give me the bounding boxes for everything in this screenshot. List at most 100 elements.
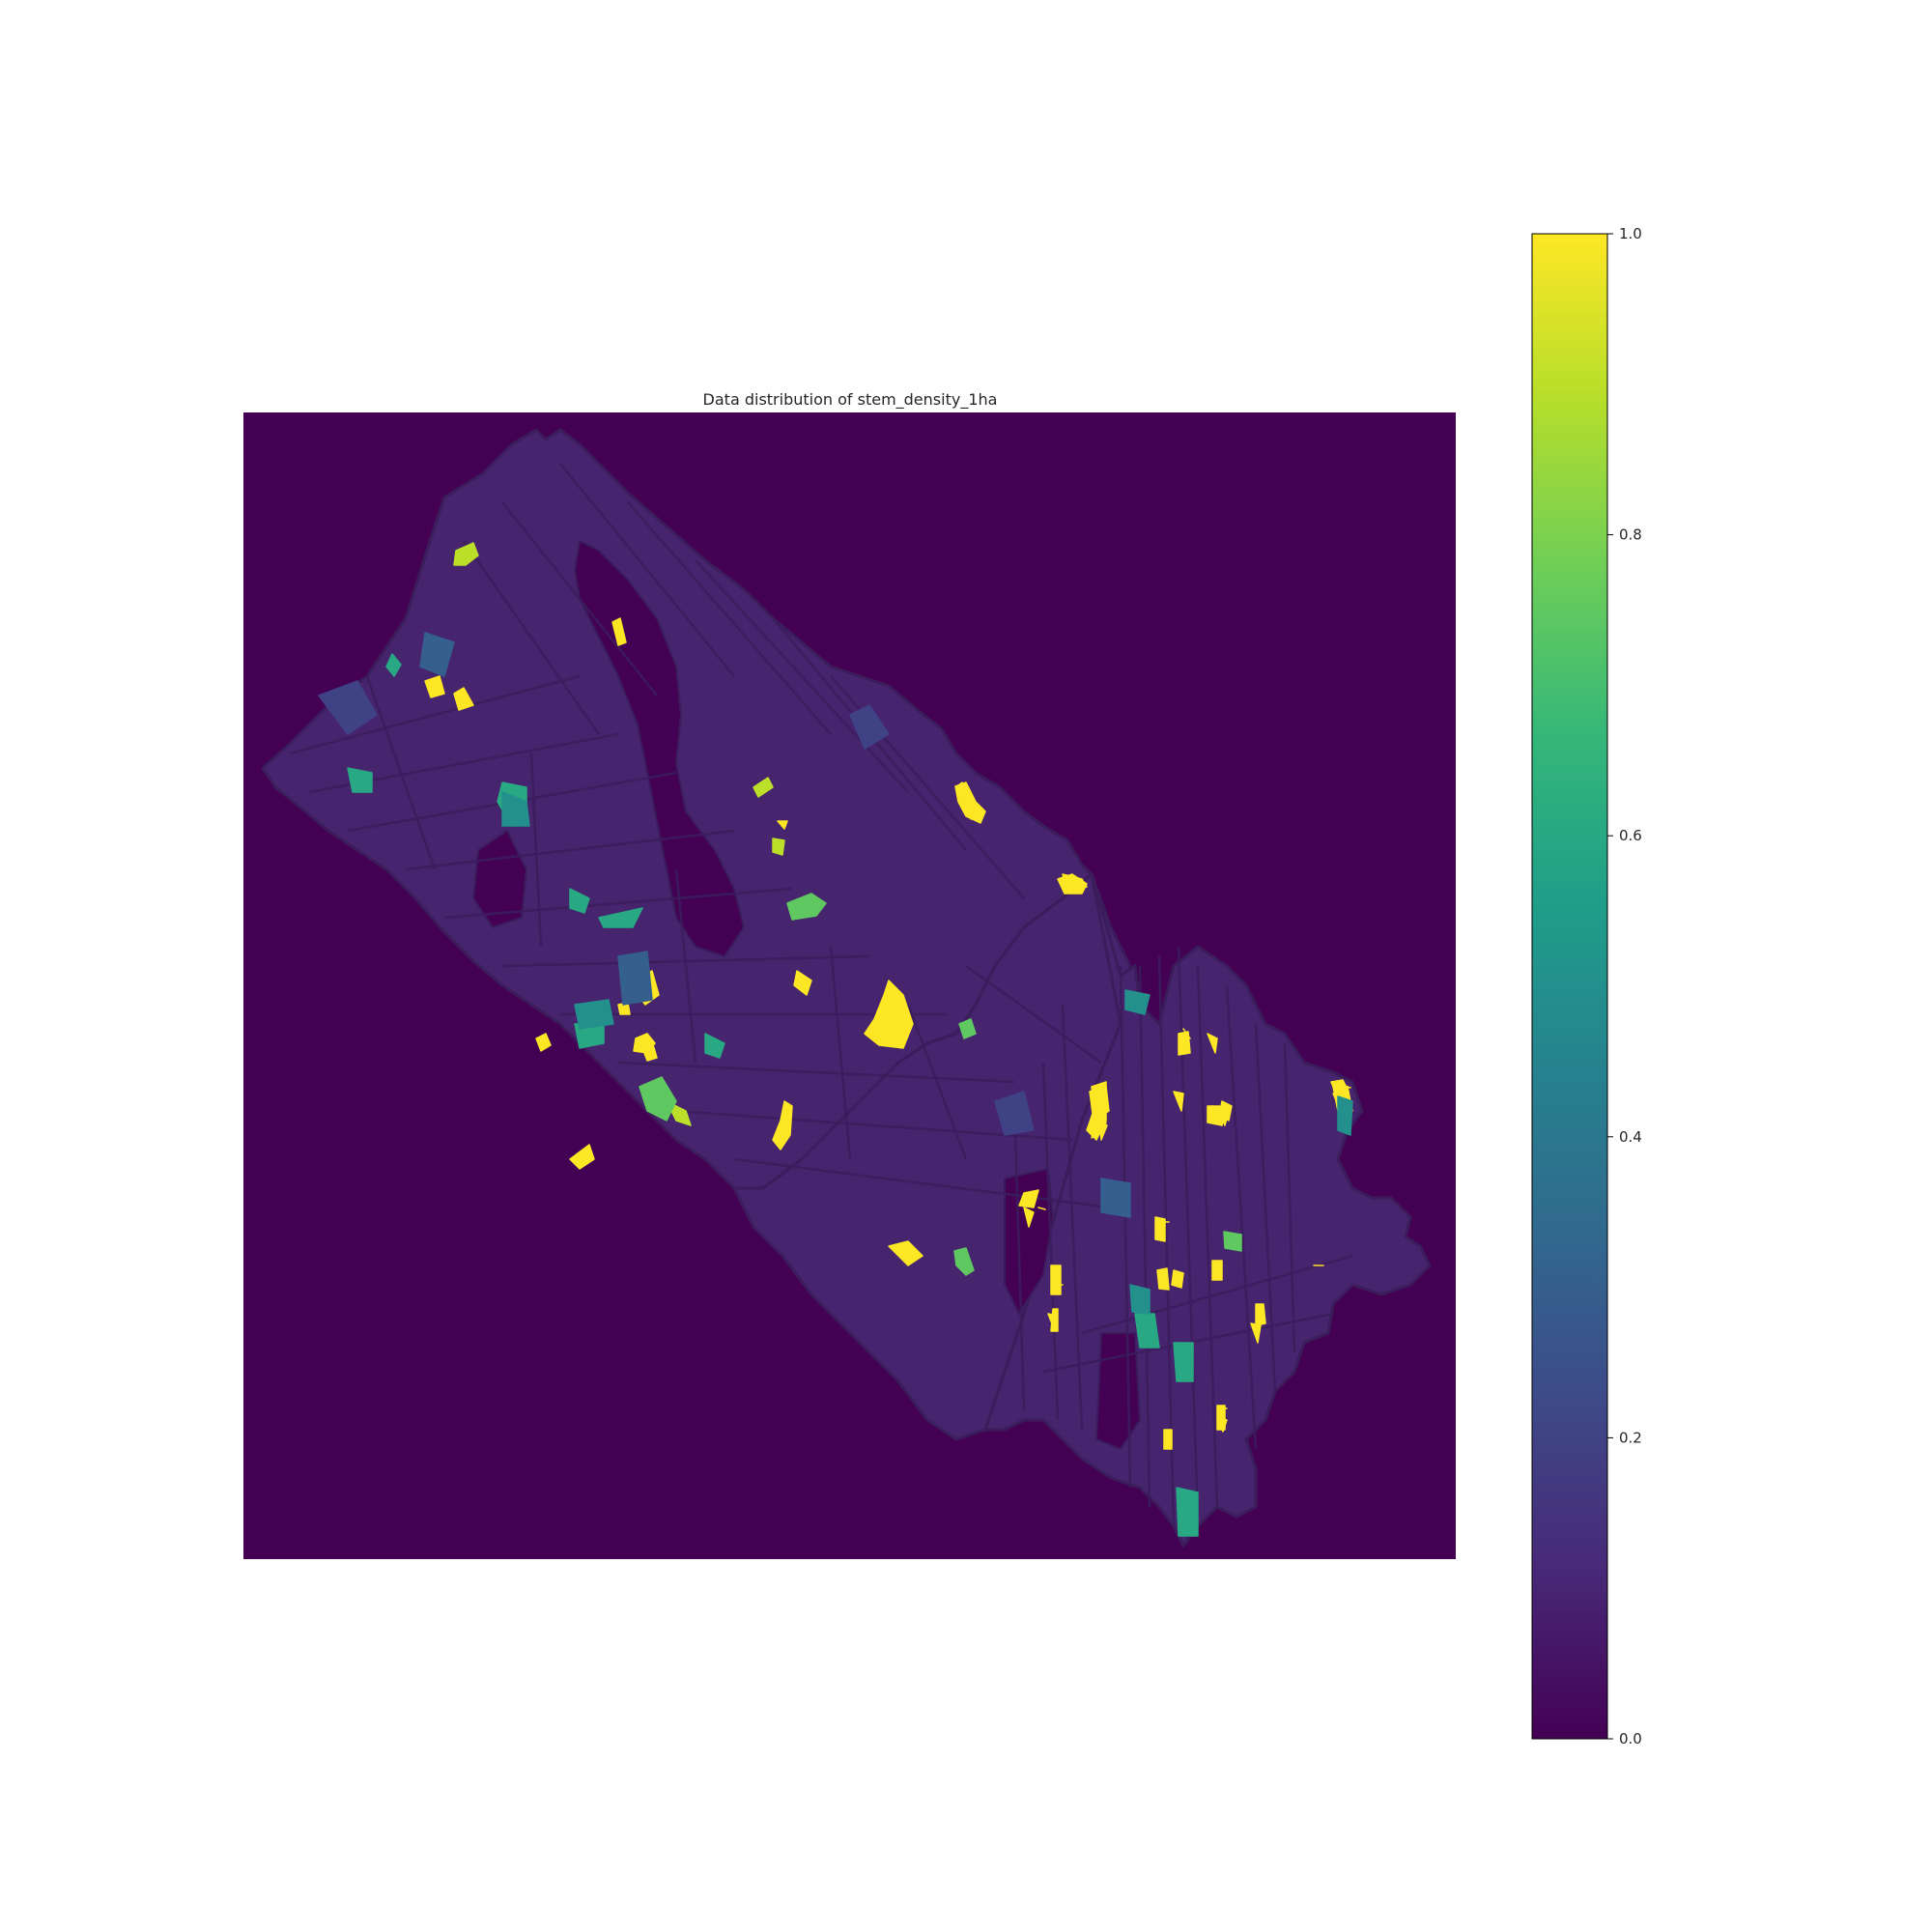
parcel-boundary [627,501,832,735]
stand-patch [1023,1207,1035,1228]
stand-patch [501,791,530,827]
stand-patch [753,777,774,798]
stand-patch [419,632,455,677]
parcel-boundary [559,463,735,677]
colorbar-tick-label: 0.8 [1619,526,1642,544]
stand-patch [347,767,373,793]
stand-patch [1089,1086,1110,1122]
stand-patch [1047,1313,1058,1332]
parcel-boundary [674,868,697,1064]
stand-patch [1223,1231,1242,1252]
stand-patch [1182,1028,1191,1039]
stand-patch [639,1076,677,1122]
stand-patch [1173,1342,1194,1382]
stand-patch [772,838,785,856]
stand-patch [1129,1284,1151,1315]
stand-patch [1154,1216,1166,1242]
stand-patch [598,907,643,928]
stand-patch [786,893,827,921]
parcel-boundary [289,674,581,755]
stand-patch [641,1040,658,1062]
colorbar-gradient [1531,233,1608,1740]
stand-patch [424,675,445,698]
stand-patch [777,820,788,830]
stand-patch [994,1091,1035,1136]
colorbar-tick-label: 0.6 [1619,827,1642,844]
stand-patch [1050,1264,1062,1295]
stand-patch [864,980,914,1049]
stand-patch [1218,1105,1230,1126]
parcel-boundary [1119,965,1132,1489]
stand-patch [1062,873,1088,892]
stand-patch [1337,1095,1353,1136]
stand-patch [1207,1105,1223,1126]
parcel-boundary [906,1004,968,1160]
stand-patch [453,687,474,711]
colorbar-tick-label: 0.0 [1619,1730,1642,1747]
parcel-boundary [1196,965,1219,1508]
stand-patch [888,1240,923,1266]
stand-patch [1134,1313,1160,1349]
parcel-boundary [443,887,793,920]
parcel-boundary [965,964,1102,1065]
parcel-boundary [501,501,658,696]
colorbar-tick-label: 0.2 [1619,1429,1642,1446]
parcel-boundary [1254,1023,1277,1392]
stand-patch [704,1033,725,1059]
parcel-boundary [462,540,601,735]
stand-patch [1100,1178,1131,1218]
stand-patch [1023,1197,1033,1207]
stand-patch [1091,1110,1107,1139]
stand-patch [385,653,402,677]
stand-patch [1176,1487,1199,1537]
stand-patch [793,970,812,996]
parcel-boundary [405,829,735,871]
stand-patch [953,1247,975,1276]
parcel-boundary [1012,1100,1026,1411]
parcel-boundary [1041,1062,1060,1421]
stand-patch [1211,1260,1223,1281]
stand-patch [535,1033,552,1052]
map-axes [243,412,1456,1559]
stand-patch [958,1018,977,1039]
stand-patch [1037,1207,1046,1210]
parcel-boundary [529,753,543,948]
stand-patch [453,542,479,566]
colorbar-tick-label: 1.0 [1619,225,1642,242]
parcel-boundary [829,946,852,1160]
parcel-boundary [1225,984,1258,1450]
stand-patch [1255,1303,1266,1326]
stand-patch [617,951,653,1006]
stand-patch [1171,1269,1184,1289]
parcel-boundary [1061,1004,1084,1431]
parcel-boundary [617,1061,1015,1084]
parcel-boundary [365,675,437,870]
colorbar: 0.0 0.2 0.4 0.6 0.8 1.0 [1531,225,1642,1747]
parcel-boundary [1081,1254,1353,1335]
stand-patch [1207,1033,1218,1054]
stand-patch [1124,989,1151,1015]
stand-patch [1018,1189,1039,1208]
stand-patch [1156,1267,1170,1291]
stand-patch [574,999,614,1030]
stand-patch [318,680,378,735]
stand-patch [569,1144,595,1170]
parcel-boundary [1283,1042,1296,1353]
stand-patch [1337,1083,1351,1089]
stand-patch [611,617,627,646]
stand-patch-layer [318,542,1353,1537]
stand-patch [955,781,970,799]
stand-patch [965,796,981,820]
gap-northwest [471,829,528,929]
stand-patch [772,1100,793,1151]
stand-patch [1216,1417,1228,1433]
colorbar-ticks: 0.0 0.2 0.4 0.6 0.8 1.0 [1607,225,1642,1747]
parcel-boundary [695,559,909,793]
colorbar-tick-label: 0.4 [1619,1128,1642,1146]
stand-patch [1173,1091,1184,1112]
map-title: Data distribution of stem_density_1ha [703,390,998,410]
stand-patch [849,704,890,750]
parcel-boundary [1138,965,1151,1508]
stand-patch [1163,1429,1173,1450]
stand-patch [569,888,590,914]
